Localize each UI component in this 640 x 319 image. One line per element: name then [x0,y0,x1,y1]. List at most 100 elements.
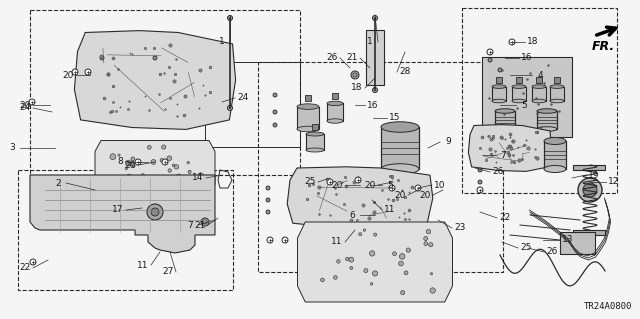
Text: 12: 12 [608,177,620,187]
Polygon shape [512,86,526,101]
Ellipse shape [532,99,546,103]
Circle shape [372,271,378,276]
Circle shape [401,291,404,295]
Text: 28: 28 [399,68,411,77]
Text: 3: 3 [9,144,15,152]
Circle shape [147,145,151,149]
Circle shape [151,208,159,216]
Text: 8: 8 [117,158,123,167]
Text: 20: 20 [332,181,342,189]
Polygon shape [74,31,236,130]
Bar [496,77,502,83]
Ellipse shape [512,99,526,103]
Polygon shape [327,103,343,121]
Circle shape [364,229,365,231]
Polygon shape [95,140,215,196]
Text: 11: 11 [384,205,396,214]
Bar [332,93,338,99]
Polygon shape [287,167,433,229]
Bar [573,165,605,170]
Circle shape [227,106,232,110]
Text: 5: 5 [521,100,527,109]
Text: 1: 1 [219,38,225,47]
Polygon shape [298,222,452,302]
Circle shape [429,243,433,247]
Circle shape [29,99,35,105]
Polygon shape [550,86,564,101]
Circle shape [371,283,373,285]
Text: 4: 4 [537,70,543,79]
Text: 7: 7 [500,151,506,160]
Circle shape [118,154,120,156]
Circle shape [478,168,482,172]
Ellipse shape [306,148,324,152]
Polygon shape [482,57,572,137]
Text: 23: 23 [454,224,466,233]
Circle shape [201,218,209,226]
Bar [305,95,311,101]
Text: 2: 2 [55,179,61,188]
Ellipse shape [544,137,566,145]
Circle shape [583,183,597,197]
Circle shape [147,204,163,220]
Text: 27: 27 [163,268,173,277]
Circle shape [374,233,377,236]
Circle shape [157,179,161,182]
Bar [30,10,300,175]
Text: 11: 11 [137,261,148,270]
Text: 19: 19 [588,170,600,180]
Ellipse shape [306,132,324,136]
Circle shape [372,16,378,20]
Text: 10: 10 [435,181,445,189]
Circle shape [127,174,131,179]
Text: 13: 13 [563,235,573,244]
Circle shape [369,251,375,256]
Circle shape [267,237,273,243]
Text: 26: 26 [326,54,338,63]
Text: FR.: FR. [592,40,615,53]
Circle shape [477,187,483,193]
Circle shape [273,123,277,127]
Circle shape [125,160,131,166]
Polygon shape [544,141,566,169]
Circle shape [176,174,181,179]
Circle shape [30,259,36,265]
Polygon shape [297,107,319,129]
Ellipse shape [297,104,319,109]
Ellipse shape [550,85,564,88]
Text: 18: 18 [527,38,539,47]
Circle shape [162,145,166,149]
Circle shape [188,170,191,173]
Circle shape [273,93,277,97]
Ellipse shape [492,85,506,88]
Bar [18,170,233,290]
Circle shape [127,162,131,166]
Ellipse shape [492,99,506,103]
Text: 24: 24 [237,93,248,102]
Text: 17: 17 [112,205,124,214]
Ellipse shape [512,85,526,88]
Ellipse shape [495,127,515,131]
Circle shape [498,68,502,72]
Circle shape [399,254,405,259]
Polygon shape [306,134,324,150]
Circle shape [132,165,135,167]
Circle shape [337,260,340,263]
Circle shape [85,69,91,75]
Text: 26: 26 [492,167,504,176]
Bar [312,124,318,130]
Text: 1: 1 [367,38,373,47]
Bar [554,77,560,83]
Text: 20: 20 [364,181,376,189]
Circle shape [172,164,175,167]
Circle shape [100,56,104,60]
Circle shape [131,163,134,166]
Text: 11: 11 [332,238,343,247]
Circle shape [392,252,396,256]
Circle shape [151,160,156,164]
Circle shape [430,288,435,293]
Ellipse shape [550,99,564,103]
Bar [560,232,595,254]
Bar [516,77,522,83]
Circle shape [135,159,141,165]
